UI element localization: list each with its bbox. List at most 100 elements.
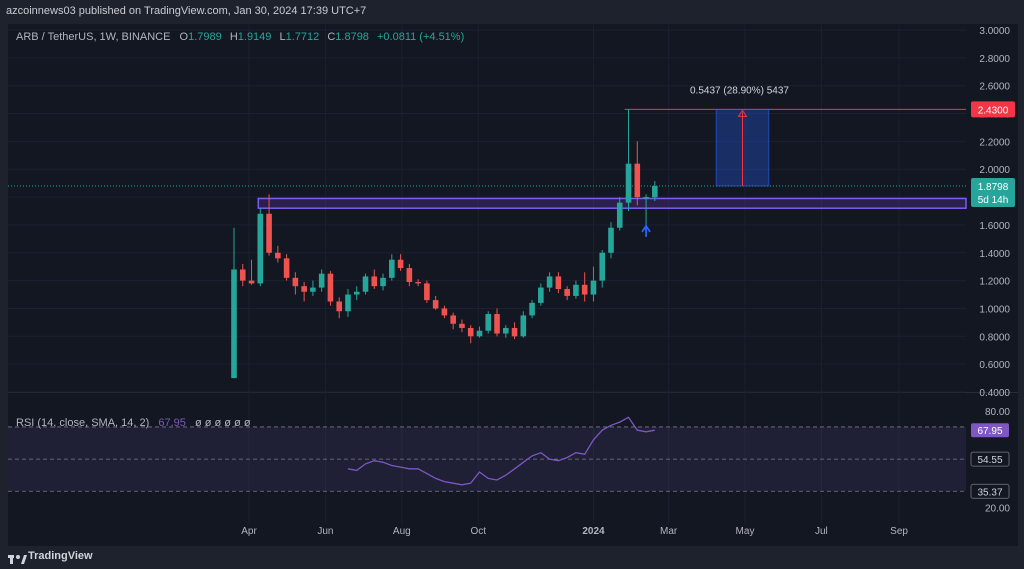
candle-body — [608, 227, 614, 253]
candle-body — [380, 277, 386, 287]
price-tick-label: 1.0000 — [979, 304, 1010, 315]
rsi-line — [347, 416, 655, 486]
bar-countdown-label: 5d 14h — [978, 195, 1009, 206]
price-tick-label: 2.8000 — [979, 54, 1010, 65]
time-tick-label: Jul — [815, 526, 828, 537]
candle-body — [538, 287, 544, 303]
top-bar: azcoinnews03 published on TradingView.co… — [0, 0, 1024, 24]
price-tick-label: 1.6000 — [979, 221, 1010, 232]
candle-body — [494, 314, 500, 334]
price-axis[interactable]: 3.00002.80002.60002.40002.20002.00001.80… — [970, 26, 1015, 514]
price-tick-label: 3.0000 — [979, 26, 1010, 37]
rsi-value-label: 35.37 — [977, 487, 1002, 498]
measure-arrow-head-icon — [737, 109, 748, 117]
candle-body — [564, 288, 570, 296]
price-tick-label: 2.6000 — [979, 82, 1010, 93]
candle-body — [371, 276, 378, 287]
candle-body — [511, 327, 518, 337]
price-tick-label: 1.2000 — [979, 277, 1010, 288]
candle-body — [353, 291, 360, 295]
measure-tool-layer[interactable]: 0.5437 (28.90%) 5437 — [690, 85, 789, 187]
candle-body — [266, 213, 272, 253]
candle-body — [485, 314, 492, 331]
candle-body — [362, 276, 369, 292]
rsi-value-label: 54.55 — [977, 455, 1002, 466]
buy-signal-arrow-icon — [641, 224, 651, 237]
chart-area[interactable]: 0.5437 (28.90%) 5437 3.0000 2.8000 2.6000 2… — [8, 24, 1018, 546]
candle-body — [406, 268, 413, 283]
price-tick-label: 1.4000 — [979, 249, 1010, 260]
candle-body — [345, 294, 351, 312]
current-price-label: 1.8798 — [978, 182, 1009, 193]
current-price-label-bg — [971, 177, 1015, 207]
rsi-tick-label: 20.00 — [985, 503, 1010, 514]
candle-body — [441, 308, 448, 316]
resistance-zone-layer — [8, 108, 967, 209]
rsi-pane — [8, 416, 966, 492]
candle-body — [616, 202, 623, 228]
rsi-legend: RSI (14, close, SMA, 14, 2) 67.95 ø ø ø … — [16, 417, 251, 429]
footer-bar: TradingView — [0, 546, 1024, 569]
time-axis[interactable]: Apr Jun Aug Oct 2024 Mar May Jul Sep — [241, 526, 908, 537]
candle-body — [529, 302, 535, 316]
candle-body — [424, 283, 430, 301]
candle-body — [389, 259, 395, 278]
candle-body — [292, 277, 299, 287]
candle-body — [275, 252, 281, 259]
candle-body — [248, 280, 255, 284]
time-tick-label: Jun — [317, 526, 333, 537]
target-price-label: 2.4300 — [978, 105, 1009, 116]
footer-brand: TradingView — [28, 550, 93, 562]
time-tick-label: Aug — [393, 526, 411, 537]
price-tick-label: 2.2000 — [979, 137, 1010, 148]
time-tick-label: May — [736, 526, 755, 537]
rsi-value-label-bg — [970, 483, 1010, 499]
grid-lines — [8, 24, 1018, 524]
candle-body — [625, 163, 632, 203]
time-tick-label: Mar — [660, 526, 678, 537]
candle-body — [327, 273, 334, 302]
candle-body — [257, 213, 264, 284]
candle-body — [590, 280, 597, 295]
price-tick-label: 0.8000 — [979, 332, 1010, 343]
candle-body — [573, 284, 579, 296]
resistance-zone — [257, 197, 967, 209]
candle-body — [520, 315, 527, 337]
price-tick-label: 2.0000 — [979, 165, 1010, 176]
candle-body — [283, 258, 290, 278]
candle-body — [467, 327, 474, 337]
candle-body — [502, 327, 509, 334]
candle-body — [397, 259, 404, 269]
time-tick-label: 2024 — [582, 526, 605, 537]
candle-body — [634, 163, 641, 198]
candle-body — [432, 300, 439, 309]
candle-body — [546, 276, 553, 288]
time-tick-label: Apr — [241, 526, 257, 537]
price-tick-label: 0.6000 — [979, 360, 1010, 371]
candle-body — [336, 301, 343, 312]
publisher-attribution: azcoinnews03 published on TradingView.co… — [6, 5, 367, 17]
time-tick-label: Oct — [470, 526, 486, 537]
candle-body — [555, 276, 562, 289]
candle-body — [599, 252, 606, 281]
price-chart[interactable]: 0.5437 (28.90%) 5437 3.0000 2.8000 2.6000 2… — [8, 24, 1018, 546]
candle-body — [415, 282, 421, 284]
tradingview-logo-icon[interactable] — [8, 550, 138, 566]
candle-body — [581, 284, 588, 295]
rsi-value-label-bg — [970, 451, 1010, 467]
legend-layer: ARB / TetherUS, 1W, BINANCE O1.7989 H1.9… — [16, 31, 464, 429]
measure-label: 0.5437 (28.90%) 5437 — [690, 85, 789, 96]
candle-body — [239, 269, 246, 281]
price-tick-label: 0.4000 — [979, 388, 1010, 399]
candle-body — [450, 315, 456, 324]
candles-layer — [231, 109, 658, 379]
candle-body — [476, 330, 483, 337]
candle-body — [652, 185, 658, 198]
rsi-tick-label: 80.00 — [985, 407, 1010, 418]
time-tick-label: Sep — [890, 526, 908, 537]
candle-body — [231, 269, 237, 379]
candle-body — [310, 287, 316, 292]
rsi-value-label: 67.95 — [977, 426, 1002, 437]
rsi-value-label-bg — [971, 423, 1009, 438]
candle-body — [459, 323, 465, 328]
